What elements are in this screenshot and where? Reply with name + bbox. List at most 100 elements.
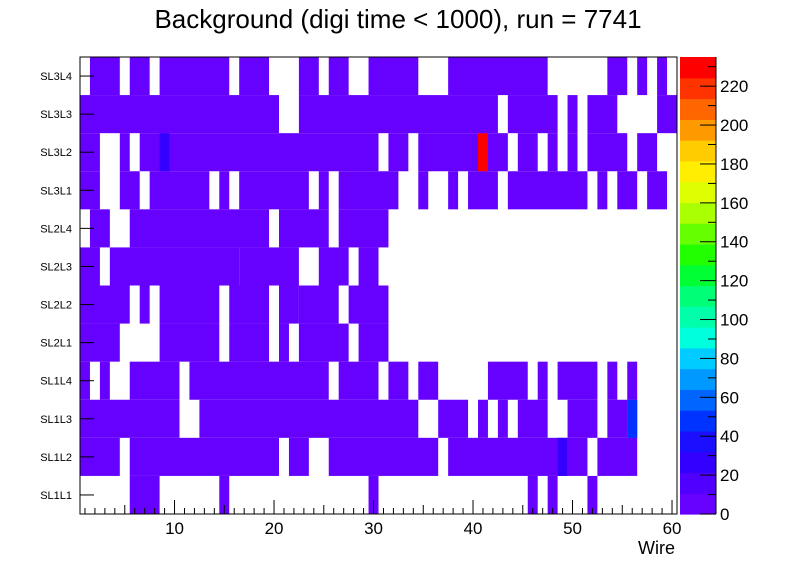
x-tick-label: 20 [265,519,284,538]
colorbar-segment [680,451,716,474]
cell-run-sl1l2 [448,437,558,476]
cell-run-sl2l2 [229,285,270,324]
cell-run-sl3l1 [468,171,498,210]
cell-run-sl1l4 [418,361,439,400]
cell-run-sl3l2 [119,133,130,172]
cell-run-sl2l1 [298,323,349,362]
heatmap-cells [80,57,677,514]
cell-run-sl3l1 [149,171,210,210]
cell-run-sl3l4 [239,57,270,96]
cell-run-sl3l1 [647,171,668,210]
x-axis-label: Wire [638,538,675,558]
colorbar-segment [680,77,716,100]
cell-highlight-sl1l3-wire-56 [627,399,638,438]
cell-run-sl3l4 [368,57,419,96]
cell-run-sl1l1 [368,475,379,514]
colorbar-segment [680,140,716,162]
cell-run-sl3l2 [418,133,508,172]
cell-run-sl1l4 [189,361,329,400]
cell-run-sl3l3 [298,95,498,134]
cell-run-sl3l4 [298,57,319,96]
colorbar-tick-label: 220 [720,77,748,96]
cell-run-sl3l4 [607,57,628,96]
x-axis: 10 20 30 40 50 60 [84,500,681,538]
cell-run-sl3l2 [637,133,658,172]
cell-run-sl2l4 [338,209,389,248]
cell-run-sl3l4 [328,57,349,96]
cell-run-sl1l2 [597,437,638,476]
cell-run-sl1l3 [199,399,419,438]
y-tick-label: SL3L2 [40,147,72,159]
cell-run-sl3l1 [507,171,588,210]
colorbar-segment [680,347,716,370]
cell-run-sl3l2 [567,133,578,172]
colorbar-segment [680,264,716,287]
y-tick-label: SL2L4 [40,223,72,235]
cell-run-sl1l1 [547,475,558,514]
cell-run-sl3l1 [119,171,140,210]
cell-run-sl1l4 [129,361,180,400]
colorbar-tick-label: 0 [720,505,729,524]
cell-run-sl2l1 [358,323,389,362]
y-tick-label: SL3L4 [40,71,72,83]
colorbar: 0 20 40 60 80 100 120 140 160 180 200 220 [680,57,748,524]
cell-run-sl1l1 [587,475,598,514]
cell-run-sl2l3 [109,247,240,286]
y-tick-label: SL2L1 [40,338,72,350]
cell-run-sl3l3 [587,95,618,134]
colorbar-segment [680,410,716,432]
colorbar-segment [680,285,716,307]
cell-run-sl1l2 [288,437,309,476]
cell-run-sl3l4 [637,57,648,96]
cell-run-sl3l4 [657,57,668,96]
cell-run-sl2l3 [358,247,379,286]
plot-frame [79,56,678,515]
cell-run-sl3l3 [80,95,279,134]
cell-run-sl3l3 [567,95,578,134]
colorbar-segment [680,223,716,245]
cell-run-sl3l1 [338,171,399,210]
cell-run-sl2l4 [279,209,329,248]
cell-run-sl3l1 [279,171,309,210]
cell-run-sl2l2 [139,285,150,324]
colorbar-tick-label: 100 [720,311,748,330]
cell-run-sl1l4 [338,361,379,400]
cell-run-sl1l1 [219,475,230,514]
cell-run-sl3l1 [448,171,459,210]
colorbar-segment [680,160,716,183]
cell-run-sl3l2 [587,133,628,172]
cell-run-sl2l2 [298,285,339,324]
cell-run-sl3l4 [159,57,230,96]
colorbar-segment [680,430,716,453]
y-axis: SL1L1 SL1L2 SL1L3 SL1L4 SL2L1 SL2L2 SL2L3 SL2L4… [40,71,94,502]
colorbar-tick-label: 180 [720,155,748,174]
y-tick-label: SL2L3 [40,261,72,273]
cell-run-sl1l4 [537,361,548,400]
cell-run-sl1l2 [129,437,279,476]
y-tick-label: SL3L3 [40,109,72,121]
x-tick-label: 50 [563,519,582,538]
cell-run-sl3l1 [617,171,638,210]
colorbar-segment [680,202,716,224]
y-tick-label: SL1L4 [40,376,72,388]
colorbar-segment [680,181,716,204]
colorbar-segment [680,327,716,349]
x-tick-label: 30 [364,519,383,538]
cell-run-sl3l2 [388,133,409,172]
colorbar-tick-label: 60 [720,388,739,407]
colorbar-segment [680,493,716,515]
colorbar-segment [680,119,716,141]
cell-run-sl1l3 [80,399,180,438]
y-tick-label: SL3L1 [40,185,72,197]
cell-run-sl2l3 [239,247,299,286]
cell-run-sl3l1 [239,171,279,210]
cell-run-sl2l1 [229,323,270,362]
colorbar-tick-label: 40 [720,427,739,446]
cell-run-sl1l1 [129,475,160,514]
colorbar-tick-label: 140 [720,233,748,252]
colorbar-segment [680,243,716,266]
cell-run-sl2l4 [129,209,270,248]
cell-run-sl1l4 [627,361,638,400]
cell-run-sl1l4 [99,361,110,400]
cell-run-sl3l1 [418,171,429,210]
